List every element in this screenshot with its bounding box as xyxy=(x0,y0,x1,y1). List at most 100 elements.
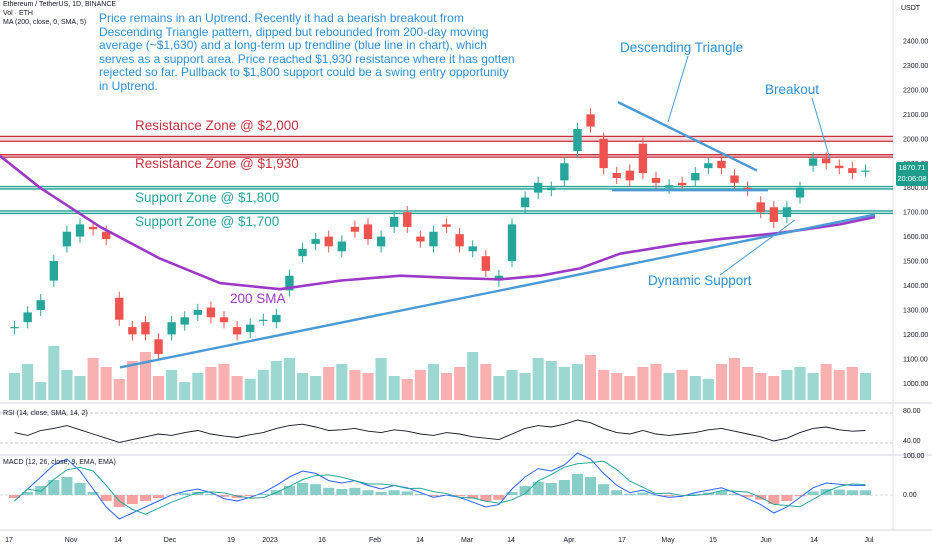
time-tick-label: May xyxy=(661,537,675,544)
candle-body xyxy=(520,197,530,208)
time-tick-label: 17 xyxy=(618,537,626,544)
macd-histogram-bar xyxy=(532,481,544,495)
time-tick-label: 19 xyxy=(227,537,235,544)
candle-body xyxy=(429,231,438,247)
candle-body xyxy=(507,224,517,262)
volume-bar xyxy=(166,370,178,400)
chart-header: Ethereum / TetherUS, 1D, BINANCE Vol · E… xyxy=(3,0,116,27)
macd-histogram-bar xyxy=(807,491,819,495)
volume-bar xyxy=(702,379,714,400)
price-tick-label: 2000.00 xyxy=(903,136,928,143)
candle-body xyxy=(638,143,648,174)
candle-body xyxy=(612,173,621,178)
candle-body xyxy=(625,170,635,181)
volume-bar xyxy=(467,352,479,400)
candle-body xyxy=(704,163,713,169)
volume-bar xyxy=(401,379,413,400)
breakout-arrow xyxy=(811,97,831,160)
time-tick-label: Feb xyxy=(369,537,381,544)
macd-histogram-bar xyxy=(794,495,806,497)
currency-label: USDT xyxy=(901,5,921,12)
macd-histogram-bar xyxy=(414,493,426,495)
price-tick-label: 1200.00 xyxy=(903,332,928,339)
macd-histogram-bar xyxy=(388,490,400,495)
candle-body xyxy=(717,160,726,169)
macd-histogram-bar xyxy=(48,480,60,495)
price-tick-label: 2200.00 xyxy=(903,87,928,94)
macd-histogram-bar xyxy=(480,495,492,501)
candle-body xyxy=(835,165,844,169)
candle-body xyxy=(62,231,72,247)
volume-bar xyxy=(218,364,230,400)
candle-body xyxy=(848,168,857,174)
candle-body xyxy=(808,158,818,166)
rsi-label: RSI (14, close, SMA, 14, 2) xyxy=(3,410,88,417)
macd-histogram-bar xyxy=(205,493,217,495)
candle-body xyxy=(10,327,19,329)
resistance-1930-label: Resistance Zone @ $1,930 xyxy=(135,156,299,171)
price-tick-label: 1400.00 xyxy=(903,283,928,290)
candle-body xyxy=(232,327,242,335)
volume-bar xyxy=(113,379,125,400)
volume-bar xyxy=(139,352,151,400)
volume-bar xyxy=(244,379,256,400)
volume-bar xyxy=(35,382,47,400)
candle-body xyxy=(586,114,595,127)
candle-body xyxy=(324,236,333,247)
macd-histogram-bar xyxy=(519,486,531,495)
candle-body xyxy=(36,300,45,310)
candle-body xyxy=(442,224,451,227)
volume-bar xyxy=(414,370,426,400)
macd-histogram-bar xyxy=(454,495,466,497)
triangle-arrow xyxy=(667,55,689,123)
macd-histogram-bar xyxy=(663,495,675,497)
volume-bar xyxy=(833,370,845,400)
time-tick-label: Mar xyxy=(461,537,474,544)
support-1700-label: Support Zone @ $1,700 xyxy=(135,214,280,229)
price-tick-label: 1300.00 xyxy=(903,307,928,314)
volume-bar xyxy=(192,373,204,400)
time-tick-label: 16 xyxy=(318,537,326,544)
candle-body xyxy=(533,182,543,193)
volume-bar xyxy=(729,358,741,400)
candle-body xyxy=(677,182,687,186)
macd-histogram-bar xyxy=(74,483,86,495)
volume-bar xyxy=(283,358,295,400)
volume-bar xyxy=(323,367,335,400)
candle-body xyxy=(376,236,386,247)
volume-bar xyxy=(807,373,819,400)
volume-bar xyxy=(676,370,688,400)
dynamic-support-label: Dynamic Support xyxy=(648,273,752,288)
macd-histogram-bar xyxy=(729,493,741,495)
macd-histogram-bar xyxy=(375,492,387,495)
macd-histogram-bar xyxy=(637,492,649,495)
volume-bar xyxy=(794,367,806,400)
macd-histogram-bar xyxy=(558,480,570,495)
candle-body xyxy=(664,185,674,188)
volume-bar xyxy=(270,361,282,400)
sma-200-label: 200 SMA xyxy=(230,291,286,306)
volume-bar xyxy=(781,370,793,400)
volume-bar xyxy=(310,376,322,400)
candle-body xyxy=(337,241,347,252)
macd-histogram-bar xyxy=(310,484,322,495)
macd-histogram-bar xyxy=(139,495,151,501)
macd-histogram-bar xyxy=(9,495,21,498)
breakout-label: Breakout xyxy=(765,82,820,97)
candle-body xyxy=(167,322,176,335)
candle-body xyxy=(128,327,137,335)
candle-body xyxy=(88,226,98,230)
volume-bar xyxy=(362,373,374,400)
macd-histogram-bar xyxy=(61,477,73,495)
price-tick-label: 2400.00 xyxy=(903,39,928,46)
candle-body xyxy=(298,248,307,257)
candle-body xyxy=(651,177,661,183)
volume-bar xyxy=(9,373,21,400)
candle-body xyxy=(363,224,373,240)
candle-body xyxy=(101,231,111,240)
sma-200-line xyxy=(0,154,876,291)
support-1800-zone-band xyxy=(0,186,893,190)
macd-histogram-bar xyxy=(100,495,112,501)
time-tick-label: 17 xyxy=(5,537,13,544)
candle-body xyxy=(285,275,294,291)
